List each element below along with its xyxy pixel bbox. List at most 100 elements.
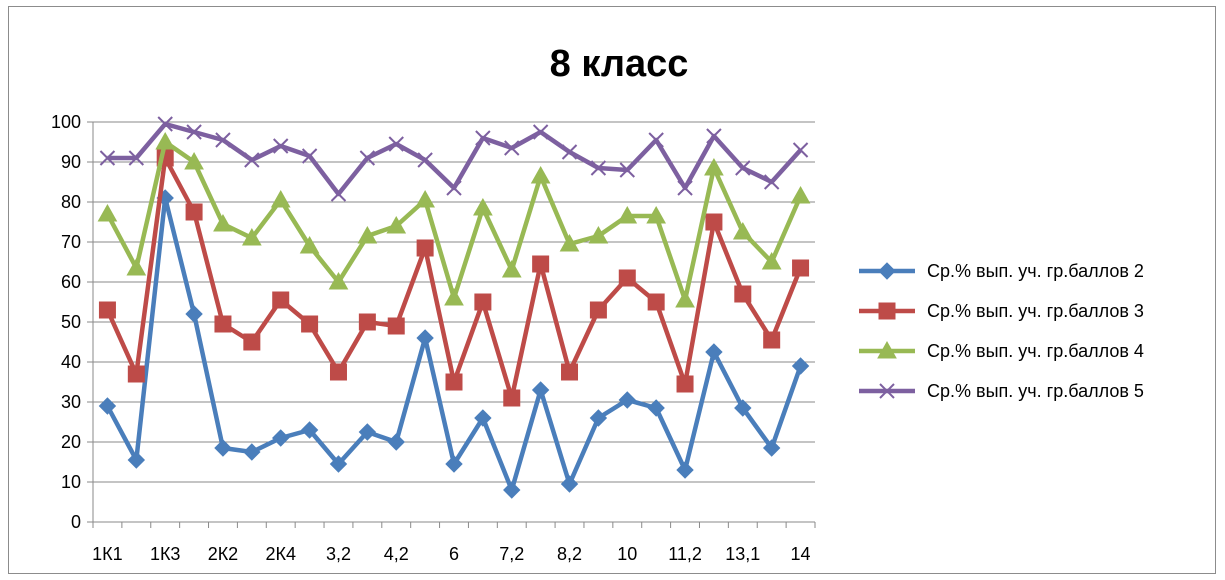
data-point: [272, 429, 290, 447]
legend-item-4: Ср.% вып. уч. гр.баллов 5: [859, 381, 1144, 401]
y-tick-label: 30: [61, 392, 81, 412]
data-point: [503, 481, 521, 499]
data-point: [328, 271, 349, 290]
data-point: [387, 317, 405, 335]
data-point: [588, 225, 609, 244]
data-point: [445, 373, 463, 391]
chart-area: 8 класс 0 10 20 30 40 50 60 70 80 90 100 1К1 1К3 2К2…: [8, 6, 1216, 574]
y-tick-label: 80: [61, 192, 81, 212]
data-point: [213, 213, 233, 232]
data-point: [241, 227, 262, 246]
legend-marker: [878, 302, 896, 320]
data-point: [357, 225, 378, 244]
data-point: [589, 301, 607, 319]
data-point: [185, 203, 203, 221]
data-point: [98, 301, 116, 319]
x-tick-label: 14: [791, 544, 811, 564]
data-point: [416, 239, 434, 257]
data-point: [560, 475, 579, 493]
data-point: [127, 451, 146, 469]
data-point: [300, 421, 319, 439]
data-point: [301, 315, 319, 333]
data-point: [647, 293, 665, 311]
data-point: [214, 315, 232, 333]
data-point: [792, 142, 809, 158]
data-point: [676, 461, 694, 479]
x-tick-label: 11,2: [668, 544, 702, 564]
y-axis-ticks: 0 10 20 30 40 50 60 70 80 90 100: [51, 112, 81, 532]
data-point: [501, 259, 522, 278]
data-point: [273, 138, 289, 154]
data-point: [126, 257, 147, 276]
data-point: [301, 148, 318, 164]
data-point: [734, 399, 752, 417]
data-point: [473, 197, 493, 216]
data-point: [97, 203, 118, 222]
data-point: [503, 389, 521, 407]
legend-item-3: Ср.% вып. уч. гр.баллов 4: [859, 340, 1144, 361]
data-point: [792, 259, 810, 277]
data-point: [791, 357, 810, 375]
data-point: [734, 285, 752, 303]
data-point: [299, 235, 320, 254]
legend-marker: [877, 340, 897, 359]
data-point: [99, 150, 116, 166]
data-point: [474, 293, 492, 311]
axes: [87, 121, 816, 528]
y-tick-label: 70: [61, 232, 81, 252]
data-point: [387, 433, 405, 451]
data-point: [184, 151, 204, 170]
data-point: [358, 313, 376, 331]
data-point: [619, 162, 635, 178]
data-point: [561, 363, 579, 381]
data-point: [214, 439, 232, 457]
series-line: [107, 121, 803, 197]
data-point: [186, 124, 202, 140]
chart-title: 8 класс: [550, 43, 689, 85]
data-point: [530, 165, 551, 184]
data-point: [675, 289, 695, 308]
data-point: [677, 180, 693, 196]
data-point: [763, 174, 780, 190]
data-point: [215, 132, 231, 148]
data-point: [270, 189, 291, 208]
x-tick-label: 6: [449, 544, 459, 564]
legend-label: Ср.% вып. уч. гр.баллов 2: [927, 261, 1144, 281]
data-point: [417, 152, 433, 168]
series-1: [98, 189, 810, 499]
series-group: [97, 116, 811, 499]
data-point: [157, 116, 173, 132]
y-tick-label: 100: [51, 112, 81, 132]
data-point: [561, 144, 578, 160]
data-point: [618, 269, 636, 287]
line-chart: 8 класс 0 10 20 30 40 50 60 70 80 90 100 1К1 1К3 2К2…: [51, 43, 1144, 564]
data-point: [735, 160, 751, 176]
data-point: [589, 409, 608, 427]
x-tick-label: 1К1: [92, 544, 123, 564]
data-point: [329, 363, 347, 381]
x-tick-label: 7,2: [499, 544, 524, 564]
series-2: [98, 149, 810, 407]
data-point: [446, 180, 462, 196]
data-point: [244, 152, 260, 168]
data-point: [531, 381, 550, 399]
data-point: [590, 160, 607, 176]
data-point: [705, 343, 723, 361]
y-tick-label: 20: [61, 432, 81, 452]
data-point: [127, 365, 145, 383]
legend: Ср.% вып. уч. гр.баллов 2 Ср.% вып. уч. г…: [859, 261, 1144, 401]
data-point: [128, 150, 145, 166]
data-point: [704, 157, 724, 176]
legend-marker: [879, 383, 895, 399]
data-point: [444, 287, 464, 306]
series-4: [99, 116, 809, 202]
data-point: [475, 130, 491, 146]
y-tick-label: 0: [71, 512, 81, 532]
data-point: [559, 233, 580, 252]
y-tick-label: 10: [61, 472, 81, 492]
data-point: [732, 221, 753, 240]
data-point: [763, 331, 781, 349]
x-tick-label: 3,2: [326, 544, 351, 564]
series-3: [97, 131, 811, 308]
data-point: [706, 128, 722, 144]
